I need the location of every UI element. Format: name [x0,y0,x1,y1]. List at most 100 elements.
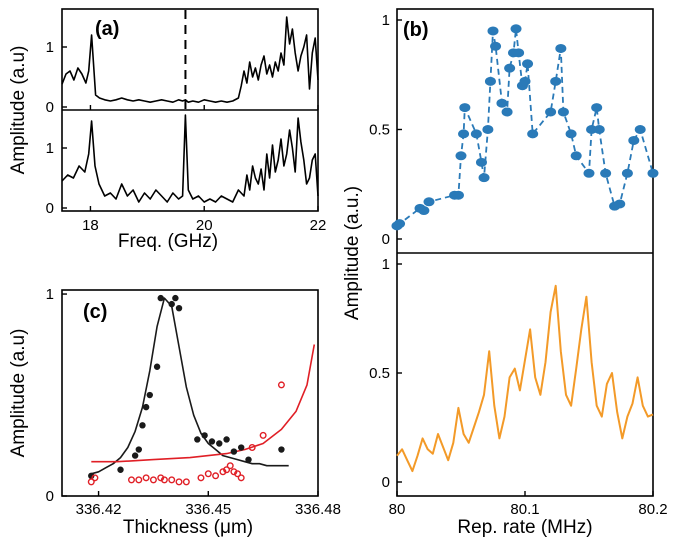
data-point [245,456,252,463]
panel-a-bottom-plot [61,114,319,203]
data-point [583,168,595,178]
data-point [545,107,557,117]
data-point [197,474,205,482]
ytick-label: 1 [382,12,390,29]
panel-b-label: (b) [403,19,429,41]
data-point [168,476,176,484]
series-line-simulated [396,284,654,473]
data-point [168,300,175,308]
data-point [160,476,168,484]
data-point [600,168,612,178]
data-point [484,76,496,86]
data-point [216,440,223,447]
panel-c-frame [61,289,319,497]
data-point [647,168,659,178]
data-point [234,470,242,478]
data-point [519,76,531,86]
data-point [555,43,567,53]
fit-curve-1 [91,344,316,463]
ytick-label: 1 [382,256,390,273]
data-point [223,436,230,443]
panel-c-label: (c) [83,301,107,323]
ytick-label: 0 [46,200,54,217]
data-point [475,157,487,167]
ytick-label: 0 [382,474,390,491]
data-point [248,444,256,452]
panel-b-simulated-plot [396,284,654,473]
data-point [259,431,267,439]
data-point [470,129,482,139]
data-point [204,470,212,478]
panel-b-ylabel: Amplitude (a.u.) [342,186,363,320]
data-point [142,474,150,482]
series-line-measured [396,28,654,227]
data-point [142,403,150,411]
data-point [135,476,143,484]
panel-b-measured-plot [391,24,659,231]
data-point [459,103,471,113]
ytick-label: 0.5 [369,122,390,139]
data-point [139,422,146,429]
series-line-top [61,16,319,103]
xtick-label: 20 [196,217,213,234]
data-point [621,168,633,178]
data-point [501,107,513,117]
series-line-bottom [61,114,319,203]
data-point [557,107,569,117]
data-point [458,129,470,139]
data-point [565,129,577,139]
ytick-label: 0 [46,99,54,116]
data-point [455,151,467,161]
data-point [504,63,516,73]
ytick-label: 1 [46,140,54,157]
panel-c-ylabel: Amplitude (a.u) [8,329,29,458]
panel-b: 0 0.5 1 0 0.5 1 80 80.1 80.2 (b) Rep. rate (MHz)… [342,8,668,538]
panel-b-ticks: 0 0.5 1 0 0.5 1 80 80.1 80.2 [369,12,667,518]
ytick-label: 0 [46,488,54,505]
panel-c-ticks: 0 1 336.42 336.45 336.48 [46,286,341,518]
data-point [153,363,161,370]
ytick-label: 1 [46,286,54,303]
data-point [91,474,99,482]
data-point [88,472,95,480]
data-point [527,129,539,139]
data-point [513,48,525,58]
data-point [452,190,464,200]
data-point [496,98,508,108]
data-point [212,472,220,480]
data-point [182,478,190,486]
panel-a-xlabel: Freq. (GHz) [118,231,218,252]
data-point [117,466,124,473]
data-point [230,448,238,455]
data-point [586,125,598,134]
data-point [127,476,135,484]
data-point [423,197,435,207]
data-point [208,438,216,445]
data-point [226,462,234,470]
xtick-label: 22 [310,217,327,234]
ytick-label: 0.5 [369,365,390,382]
data-point [175,304,183,312]
panel-c-plot [87,294,316,486]
data-point [135,446,142,453]
data-point [634,125,646,134]
data-point [278,446,285,453]
data-point [149,476,157,484]
panel-b-xlabel: Rep. rate (MHz) [457,517,592,538]
data-point [131,452,139,459]
panel-a-ticks: 0 1 0 1 18 20 22 [46,39,327,234]
data-point [418,206,430,216]
data-point [277,381,285,389]
xtick-label: 336.48 [295,501,341,518]
data-point [172,294,179,302]
data-point [237,474,245,482]
panel-a: 0 1 0 1 18 20 22 (a) Freq. (GHz) Amplitude (a.… [8,8,327,252]
fit-curve-0 [91,297,289,475]
data-point [238,444,245,451]
data-point [194,436,201,443]
ytick-label: 0 [382,231,390,248]
data-point [487,26,499,36]
data-point [490,41,502,51]
